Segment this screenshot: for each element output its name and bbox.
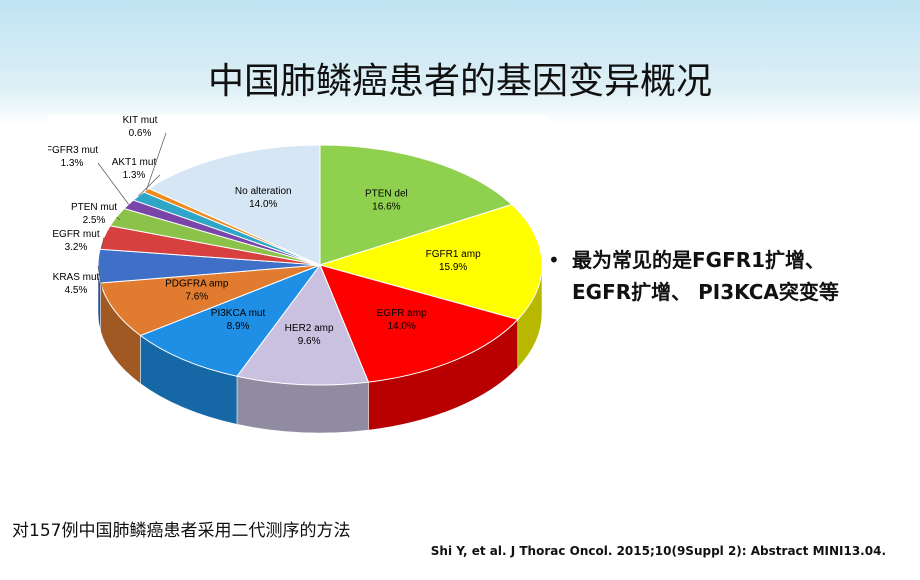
slice-label: EGFR amp [377, 308, 427, 319]
leader-line [116, 216, 121, 221]
pie-slice [139, 263, 322, 377]
leader-line [138, 174, 161, 197]
slice-label: KIT mut [123, 115, 158, 126]
slice-label: PTEN mut [71, 202, 117, 213]
pie-slice [319, 264, 519, 383]
footer-note: 对157例中国肺鳞癌患者采用二代测序的方法 [12, 521, 351, 541]
bullet-line: 最为常见的是FGFR1扩增、 [548, 244, 839, 276]
slice-value-label: 4.5% [65, 285, 88, 296]
bullet-text: 最为常见的是FGFR1扩增、 EGFR扩增、 PI3KCA突变等 [548, 244, 839, 308]
slice-label: PI3KCA mut [211, 308, 266, 319]
slice-value-label: 16.6% [372, 202, 400, 213]
slice-value-label: 2.5% [83, 215, 106, 226]
leader-line [145, 132, 167, 191]
bullet-line: EGFR扩增、 PI3KCA突变等 [572, 280, 839, 304]
pie-slice [318, 204, 543, 321]
slice-label: PDGFRA amp [165, 278, 229, 289]
slice-label: HER2 amp [285, 323, 334, 334]
leader-line [101, 237, 105, 248]
slice-value-label: 14.0% [387, 321, 415, 332]
slice-value-label: 7.6% [185, 291, 208, 302]
slice-value-label: 15.9% [439, 262, 467, 273]
slice-label: KRAS mut [53, 272, 100, 283]
slice-value-label: 0.6% [129, 128, 152, 139]
pie-slice [319, 144, 513, 266]
slice-value-label: 8.9% [227, 321, 250, 332]
slice-label: EGFR mut [52, 229, 99, 240]
slide-title: 中国肺鳞癌患者的基因变异概况 [207, 61, 712, 102]
leader-line [97, 162, 129, 205]
slice-value-label: 1.3% [61, 158, 84, 169]
pie-slice [147, 144, 321, 266]
slice-label: FGFR3 mut [48, 145, 98, 156]
pie-chart: PTEN del 16.6% FGFR1 amp 15.9% EGFR amp 14.0%… [48, 115, 548, 505]
slice-value-label: 14.0% [249, 199, 277, 210]
slice-value-label: 9.6% [298, 336, 321, 347]
pie-slice [236, 263, 370, 386]
slice-label: AKT1 mut [112, 157, 157, 168]
slice-label: No alteration [235, 186, 292, 197]
slice-value-label: 3.2% [65, 242, 88, 253]
slice-label: PTEN del [365, 189, 408, 200]
leader-line [97, 266, 103, 291]
slice-label: FGFR1 amp [426, 249, 481, 260]
citation: Shi Y, et al. J Thorac Oncol. 2015;10(9S… [430, 544, 886, 558]
slice-value-label: 1.3% [123, 170, 146, 181]
